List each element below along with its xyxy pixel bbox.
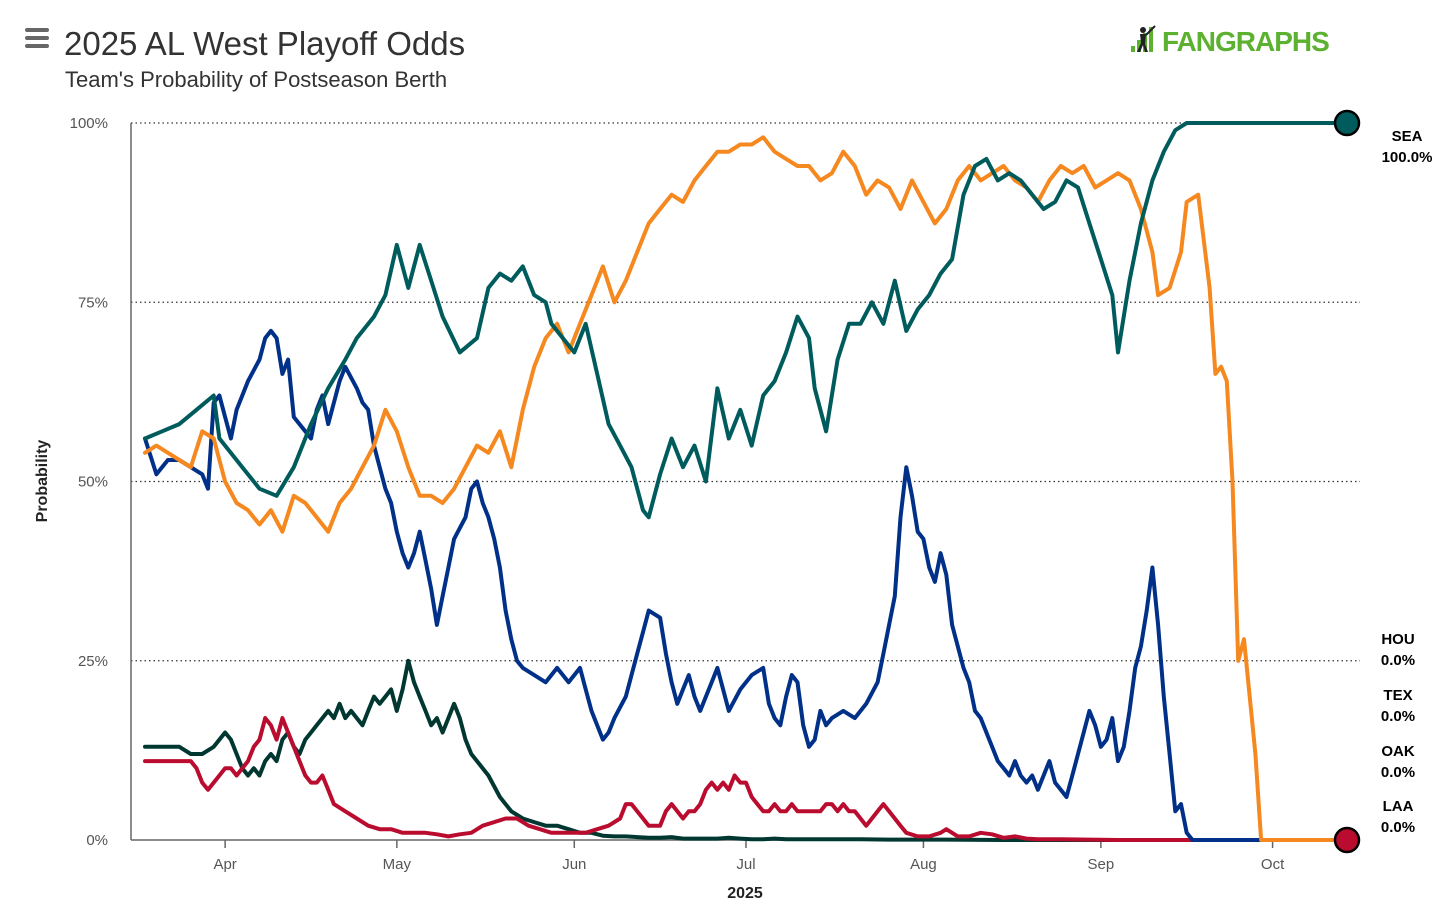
team-value-tex: 0.0% (1381, 708, 1415, 725)
series-lines (143, 121, 1349, 842)
chart-subtitle: Team's Probability of Postseason Berth (65, 67, 447, 92)
y-tick-labels: 0% 25% 50% 75% 100% (70, 115, 108, 849)
x-tick-label: Sep (1088, 856, 1115, 873)
series-line-hou[interactable] (143, 135, 1349, 842)
x-tick-label: Apr (213, 856, 236, 873)
y-tick-label: 100% (70, 115, 108, 132)
y-tick-label: 50% (78, 474, 108, 491)
x-tick-label: Jul (736, 856, 755, 873)
series-line-tex[interactable] (143, 328, 1349, 842)
x-tick-label: Aug (910, 856, 937, 873)
x-axis-label: 2025 (727, 885, 763, 902)
team-value-sea: 100.0% (1382, 149, 1433, 166)
y-tick-label: 0% (86, 832, 108, 849)
hamburger-menu-icon[interactable] (25, 28, 49, 48)
team-label-laa: LAA (1383, 798, 1414, 815)
team-label-sea: SEA (1392, 128, 1423, 145)
x-tick-label: May (383, 856, 412, 873)
team-label-tex: TEX (1383, 687, 1412, 704)
team-label-hou: HOU (1381, 631, 1414, 648)
chart-title: 2025 AL West Playoff Odds (64, 25, 465, 62)
y-tick-label: 75% (78, 294, 108, 311)
team-value-laa: 0.0% (1381, 819, 1415, 836)
team-value-oak: 0.0% (1381, 764, 1415, 781)
grid (131, 122, 1360, 662)
team-label-oak: OAK (1381, 743, 1415, 760)
y-tick-label: 25% (78, 653, 108, 670)
series-line-oak[interactable] (143, 658, 1349, 842)
x-tick-label: Oct (1261, 856, 1285, 873)
x-tick-label: Jun (562, 856, 586, 873)
x-tick-labels: Apr May Jun Jul Aug Sep Oct (213, 840, 1285, 873)
series-line-laa[interactable] (143, 716, 1349, 842)
team-labels: SEA 100.0% HOU 0.0% TEX 0.0% OAK 0.0% LA… (1381, 128, 1433, 836)
team-value-hou: 0.0% (1381, 652, 1415, 669)
batter-bars-icon (1131, 25, 1156, 52)
laa-end-marker[interactable] (1333, 826, 1361, 854)
sea-end-marker[interactable] (1333, 109, 1361, 137)
y-axis-label: Probability (34, 440, 51, 523)
logo-text: FANGRAPHS (1162, 26, 1329, 57)
fangraphs-logo[interactable]: FANGRAPHS (1131, 25, 1330, 57)
series-line-sea[interactable] (143, 121, 1349, 520)
